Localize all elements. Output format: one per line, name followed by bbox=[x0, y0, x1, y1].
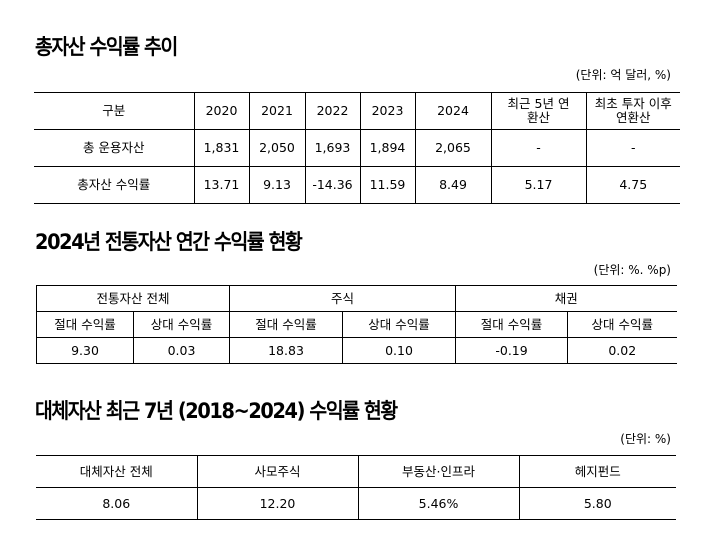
header-cell: 사모주식 bbox=[196, 455, 358, 488]
header-cell: 상대 수익률 bbox=[342, 311, 457, 338]
cell: 1,894 bbox=[359, 129, 415, 167]
table-header-row: 절대 수익률 상대 수익률 절대 수익률 상대 수익률 절대 수익률 상대 수익… bbox=[36, 311, 677, 338]
cell: 0.02 bbox=[567, 337, 677, 364]
section2-unit: (단위: %. %p) bbox=[593, 263, 671, 277]
group-header: 전통자산 전체 bbox=[35, 285, 231, 312]
header-cell: 2023 bbox=[359, 92, 415, 130]
group-header: 주식 bbox=[229, 285, 457, 312]
header-cell: 부동산·인프라 bbox=[357, 455, 519, 488]
table-header-row: 대체자산 전체 사모주식 부동산·인프라 헤지펀드 bbox=[36, 455, 676, 488]
header-cell: 최근 5년 연환산 bbox=[490, 92, 586, 130]
header-cell: 구분 bbox=[34, 92, 194, 130]
table-group-row: 전통자산 전체 주식 채권 bbox=[35, 285, 677, 312]
traditional-asset-return-table: 전통자산 전체 주식 채권 절대 수익률 상대 수익률 절대 수익률 상대 수익… bbox=[35, 285, 677, 364]
cell: 0.10 bbox=[342, 337, 457, 364]
cell: 5.80 bbox=[518, 487, 676, 520]
section1-unit: (단위: 억 달러, %) bbox=[575, 68, 671, 82]
section3-title: 대체자산 최근 7년 (2018~2024) 수익률 현황 bbox=[35, 399, 398, 423]
cell: 총자산 수익률 bbox=[34, 166, 194, 204]
section3-unit: (단위: %) bbox=[620, 432, 671, 446]
cell: 1,693 bbox=[304, 129, 360, 167]
alternative-asset-return-table: 대체자산 전체 사모주식 부동산·인프라 헤지펀드 8.06 12.20 5.4… bbox=[36, 455, 676, 520]
cell: - bbox=[585, 129, 680, 167]
header-cell: 절대 수익률 bbox=[455, 311, 569, 338]
section1-title: 총자산 수익률 추이 bbox=[35, 35, 178, 59]
cell: 4.75 bbox=[585, 166, 680, 204]
header-cell: 최초 투자 이후 연환산 bbox=[585, 92, 680, 130]
cell: 13.71 bbox=[193, 166, 249, 204]
cell: 8.06 bbox=[36, 487, 197, 520]
cell: 9.13 bbox=[248, 166, 305, 204]
cell: 총 운용자산 bbox=[34, 129, 194, 167]
group-header: 채권 bbox=[455, 285, 677, 312]
cell: 11.59 bbox=[359, 166, 415, 204]
cell: 1,831 bbox=[193, 129, 249, 167]
cell: 9.30 bbox=[36, 337, 134, 364]
header-cell: 상대 수익률 bbox=[567, 311, 677, 338]
cell: 0.03 bbox=[132, 337, 231, 364]
header-cell: 2024 bbox=[414, 92, 491, 130]
cell: 18.83 bbox=[229, 337, 344, 364]
header-cell: 상대 수익률 bbox=[132, 311, 231, 338]
header-cell: 헤지펀드 bbox=[518, 455, 676, 488]
section2-title: 2024년 전통자산 연간 수익률 현황 bbox=[35, 230, 303, 254]
cell: 2,065 bbox=[414, 129, 491, 167]
header-cell: 2020 bbox=[193, 92, 249, 130]
header-cell: 2021 bbox=[248, 92, 305, 130]
header-cell: 대체자산 전체 bbox=[36, 455, 197, 488]
header-cell: 절대 수익률 bbox=[229, 311, 344, 338]
cell: - bbox=[490, 129, 586, 167]
cell: -0.19 bbox=[455, 337, 569, 364]
header-cell: 2022 bbox=[304, 92, 360, 130]
cell: -14.36 bbox=[304, 166, 360, 204]
table-row: 총 운용자산 1,831 2,050 1,693 1,894 2,065 - - bbox=[34, 129, 680, 167]
table-row: 9.30 0.03 18.83 0.10 -0.19 0.02 bbox=[36, 337, 677, 364]
table-row: 총자산 수익률 13.71 9.13 -14.36 11.59 8.49 5.1… bbox=[34, 166, 680, 204]
cell: 12.20 bbox=[196, 487, 358, 520]
cell: 2,050 bbox=[248, 129, 305, 167]
total-asset-return-table: 구분 2020 2021 2022 2023 2024 최근 5년 연환산 최초… bbox=[34, 92, 680, 204]
cell: 5.46% bbox=[357, 487, 519, 520]
table-header-row: 구분 2020 2021 2022 2023 2024 최근 5년 연환산 최초… bbox=[34, 92, 680, 130]
cell: 5.17 bbox=[490, 166, 586, 204]
header-cell: 절대 수익률 bbox=[36, 311, 134, 338]
table-row: 8.06 12.20 5.46% 5.80 bbox=[36, 487, 676, 520]
cell: 8.49 bbox=[414, 166, 491, 204]
